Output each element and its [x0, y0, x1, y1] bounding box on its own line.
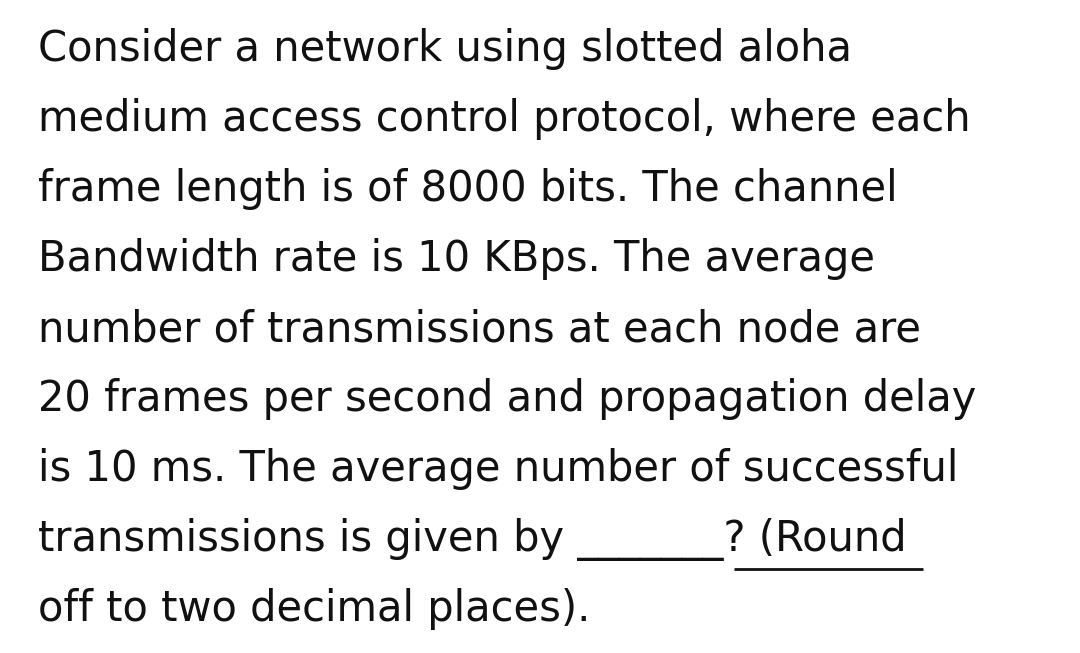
Text: 20 frames per second and propagation delay: 20 frames per second and propagation del…: [38, 378, 976, 420]
Text: Consider a network using slotted aloha: Consider a network using slotted aloha: [38, 28, 852, 70]
Text: Bandwidth rate is 10 KBps. The average: Bandwidth rate is 10 KBps. The average: [38, 238, 875, 280]
Text: is 10 ms. The average number of successful: is 10 ms. The average number of successf…: [38, 448, 958, 490]
Text: medium access control protocol, where each: medium access control protocol, where ea…: [38, 98, 971, 140]
Text: transmissions is given by _______? (Round: transmissions is given by _______? (Roun…: [38, 518, 906, 561]
Text: number of transmissions at each node are: number of transmissions at each node are: [38, 308, 921, 350]
Text: off to two decimal places).: off to two decimal places).: [38, 588, 591, 630]
Text: frame length is of 8000 bits. The channel: frame length is of 8000 bits. The channe…: [38, 168, 897, 210]
